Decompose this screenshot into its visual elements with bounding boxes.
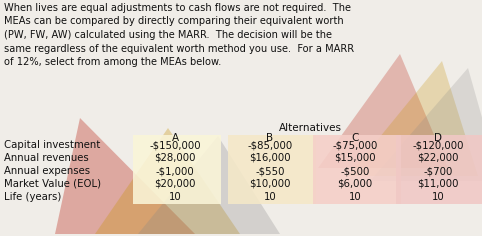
Text: -$85,000: -$85,000 [247,140,293,150]
Polygon shape [370,68,482,181]
Text: Market Value (EOL): Market Value (EOL) [4,179,101,189]
Text: MEAs can be compared by directly comparing their equivalent worth: MEAs can be compared by directly compari… [4,17,344,26]
Text: 10: 10 [348,192,362,202]
Polygon shape [95,128,240,234]
Text: When lives are equal adjustments to cash flows are not required.  The: When lives are equal adjustments to cash… [4,3,351,13]
Text: $15,000: $15,000 [334,153,376,163]
Polygon shape [348,61,478,176]
Text: A: A [172,133,178,143]
Text: -$1,000: -$1,000 [156,166,194,176]
Text: $16,000: $16,000 [249,153,291,163]
Text: 10: 10 [264,192,276,202]
Text: $10,000: $10,000 [249,179,291,189]
Bar [313,135,401,204]
Bar [396,135,482,204]
Text: B: B [267,133,274,143]
Text: $28,000: $28,000 [154,153,196,163]
Text: -$120,000: -$120,000 [412,140,464,150]
Text: 10: 10 [431,192,444,202]
Bar [133,135,221,204]
Text: D: D [434,133,442,143]
Text: $20,000: $20,000 [154,179,196,189]
Text: $22,000: $22,000 [417,153,459,163]
Polygon shape [55,118,195,234]
Text: Life (years): Life (years) [4,192,61,202]
Text: -$550: -$550 [255,166,285,176]
Text: same regardless of the equivalent worth method you use.  For a MARR: same regardless of the equivalent worth … [4,43,354,54]
Bar [228,135,316,204]
Text: -$700: -$700 [423,166,453,176]
Text: -$150,000: -$150,000 [149,140,201,150]
Text: Alternatives: Alternatives [279,123,342,133]
Polygon shape [138,136,280,234]
Text: Annual revenues: Annual revenues [4,153,89,163]
Text: $11,000: $11,000 [417,179,459,189]
Text: $6,000: $6,000 [337,179,373,189]
Text: (PW, FW, AW) calculated using the MARR.  The decision will be the: (PW, FW, AW) calculated using the MARR. … [4,30,332,40]
Text: C: C [351,133,359,143]
Text: -$75,000: -$75,000 [332,140,378,150]
Polygon shape [318,54,448,168]
Text: Capital investment: Capital investment [4,140,100,150]
Text: Annual expenses: Annual expenses [4,166,90,176]
Text: -$500: -$500 [340,166,370,176]
Text: 10: 10 [169,192,181,202]
Text: of 12%, select from among the MEAs below.: of 12%, select from among the MEAs below… [4,57,221,67]
